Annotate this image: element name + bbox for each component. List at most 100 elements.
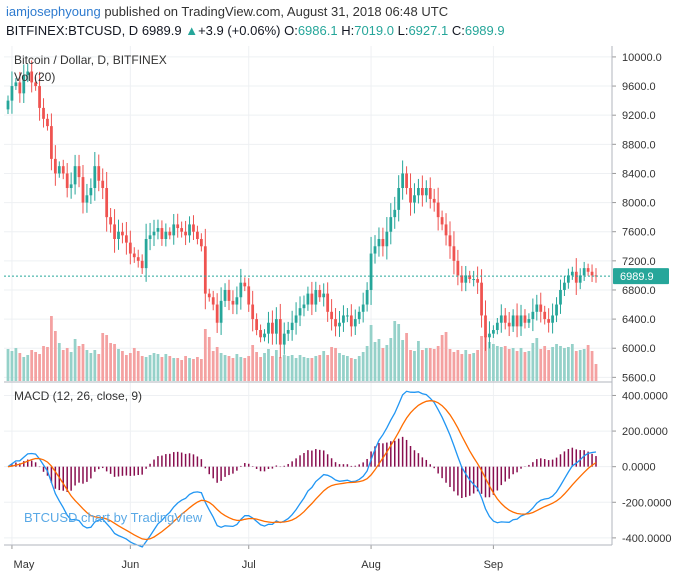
volume-bar [578, 350, 582, 381]
signal-line [7, 400, 597, 541]
candle-body [578, 275, 582, 283]
volume-bar [590, 351, 594, 381]
candle-body [377, 238, 381, 247]
candle-body [428, 188, 432, 199]
candle-body [492, 330, 495, 334]
symbol-label[interactable]: BITFINEX:BTCUSD, D [6, 23, 139, 38]
candle-body [440, 217, 444, 225]
volume-bar [555, 344, 558, 381]
candle-body [148, 235, 152, 239]
volume-bar [140, 356, 144, 381]
volume-bar [563, 348, 566, 381]
volume-bar [223, 355, 227, 381]
volume-bar [235, 354, 239, 381]
chart-header: iamjosephyoung published on TradingView.… [0, 0, 685, 42]
candle-body [211, 297, 215, 305]
candle-body [322, 293, 326, 298]
candle-body [566, 275, 570, 283]
macd-tick-label: 200.0000 [622, 426, 668, 438]
volume-bar [61, 350, 65, 381]
candle-body [480, 282, 483, 316]
candle-body [499, 315, 503, 323]
candle-body [334, 319, 337, 327]
candle-body [6, 100, 10, 110]
volume-bar [144, 357, 148, 381]
volume-bar [432, 349, 436, 381]
macd-tick-label: -200.0000 [622, 497, 672, 509]
volume-bar [85, 350, 89, 381]
volume-bar [6, 349, 10, 381]
volume-bar [523, 352, 527, 381]
candle-body [444, 224, 448, 236]
candle-body [385, 231, 389, 247]
candle-body [290, 322, 294, 331]
candle-body [436, 202, 440, 218]
volume-bar [511, 348, 515, 381]
candle-body [105, 188, 109, 218]
candle-body [298, 308, 302, 316]
candle-body [389, 217, 393, 232]
volume-bar [519, 348, 523, 381]
candle-body [140, 260, 144, 269]
volume-bar [69, 352, 73, 381]
candle-body [192, 224, 195, 232]
candle-body [22, 75, 26, 94]
volume-bar [342, 355, 345, 381]
author-link[interactable]: iamjosephyoung [6, 4, 101, 19]
volume-bar [231, 358, 235, 381]
candle-body [413, 195, 416, 203]
candle-body [219, 300, 223, 323]
candle-body [563, 282, 566, 290]
open-label: O: [284, 23, 298, 38]
volume-bar [10, 351, 14, 381]
candle-body [353, 319, 357, 327]
volume-bar [314, 356, 318, 381]
candle-body [132, 253, 136, 258]
volume-bar [440, 335, 444, 381]
y-tick-label: 7200.0 [622, 256, 656, 268]
y-tick-label: 8800.0 [622, 139, 656, 151]
volume-bar [428, 348, 432, 381]
candle-body [278, 319, 282, 345]
volume-bar [26, 355, 30, 381]
volume-bar [282, 355, 286, 381]
candle-body [460, 275, 464, 283]
y-tick-label: 6400.0 [622, 314, 656, 326]
candle-body [14, 82, 18, 87]
volume-bar [302, 357, 306, 381]
volume-bar [484, 336, 487, 381]
macd-line [7, 390, 597, 548]
change-arrow-icon: ▲ [185, 23, 199, 38]
volume-bar [286, 356, 290, 381]
volume-bar [136, 351, 140, 381]
volume-bar [499, 347, 503, 381]
candle-body [184, 231, 187, 236]
volume-bar [531, 343, 535, 381]
volume-bar [227, 356, 231, 381]
candle-body [420, 188, 424, 196]
candle-body [401, 173, 405, 189]
volume-bar [196, 357, 199, 381]
candle-body [160, 228, 164, 239]
candle-body [511, 315, 515, 327]
volume-bar [543, 346, 547, 381]
volume-bar [349, 358, 353, 381]
volume-bar [176, 358, 180, 381]
candle-body [117, 231, 120, 239]
candle-body [515, 315, 519, 327]
candle-body [188, 224, 191, 236]
volume-bar [251, 345, 255, 381]
low-value: 6927.1 [408, 23, 449, 38]
candle-body [73, 166, 77, 185]
volume-bar [393, 321, 397, 381]
volume-bar [239, 357, 243, 381]
candle-body [551, 315, 554, 323]
candle-body [314, 289, 318, 305]
candle-body [57, 166, 61, 174]
volume-bar [172, 358, 176, 381]
volume-bar [188, 358, 191, 381]
volume-bar [503, 346, 507, 381]
volume-bar [168, 356, 172, 381]
volume-bar [42, 346, 45, 381]
